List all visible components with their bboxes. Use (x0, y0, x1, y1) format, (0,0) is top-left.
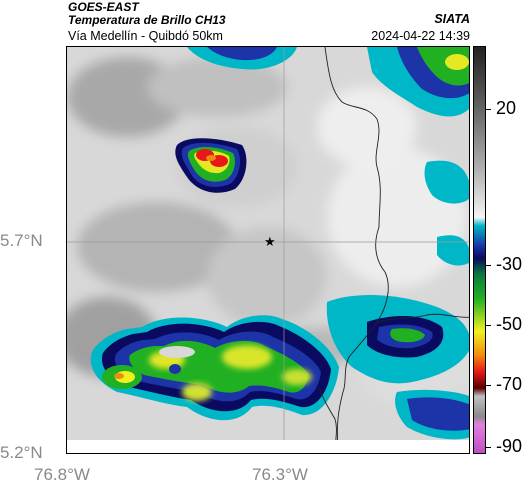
convective-cell-northeast (187, 47, 469, 266)
latitude-label: 5.7°N (0, 231, 43, 250)
brightness-temperature-field: ★ (67, 47, 469, 453)
longitude-label: 76.8°W (34, 465, 90, 484)
longitude-label: 76.3°W (252, 465, 308, 484)
satellite-map[interactable]: ★ (66, 46, 470, 454)
timestamp: 2024-04-22 14:39 (371, 29, 470, 43)
colorbar-label: -70 (496, 374, 523, 394)
agency-label: SIATA (434, 12, 470, 26)
colorbar-label: -50 (496, 314, 523, 334)
satellite-name: GOES-EAST (68, 0, 139, 14)
colorbar (473, 46, 486, 454)
colorbar-tickmark (486, 325, 491, 326)
convective-cell-east (326, 295, 469, 440)
colorbar-tickmark (486, 447, 491, 448)
header: GOES-EAST Temperatura de Brillo CH13 Vía… (0, 0, 526, 46)
route-subtitle: Vía Medellín - Quibdó 50km (68, 29, 223, 43)
location-star-icon: ★ (264, 234, 276, 249)
colorbar-label: -90 (496, 436, 523, 456)
colorbar-tickmark (486, 265, 491, 266)
latitude-label: 5.2°N (0, 443, 43, 462)
colorbar-tickmark (486, 385, 491, 386)
colorbar-label: -30 (496, 254, 523, 274)
product-title: Temperatura de Brillo CH13 (68, 13, 226, 27)
colorbar-tickmark (486, 109, 491, 110)
department-border (376, 313, 469, 323)
country-border (324, 47, 389, 453)
colorbar-label: 20 (496, 98, 517, 118)
convective-cell-north (175, 138, 247, 193)
map-no-data-strip (67, 440, 469, 453)
convective-system-south (90, 315, 339, 421)
colorbar-gradient (474, 47, 485, 453)
